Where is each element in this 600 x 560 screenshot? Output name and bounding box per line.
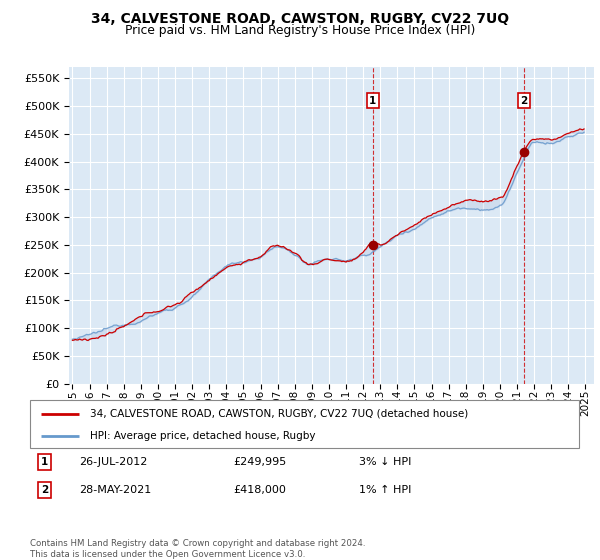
Text: 1% ↑ HPI: 1% ↑ HPI <box>359 485 412 495</box>
Text: 34, CALVESTONE ROAD, CAWSTON, RUGBY, CV22 7UQ: 34, CALVESTONE ROAD, CAWSTON, RUGBY, CV2… <box>91 12 509 26</box>
Text: 2: 2 <box>41 485 48 495</box>
Text: 1: 1 <box>369 96 377 105</box>
Text: 3% ↓ HPI: 3% ↓ HPI <box>359 457 412 467</box>
Text: Contains HM Land Registry data © Crown copyright and database right 2024.
This d: Contains HM Land Registry data © Crown c… <box>30 539 365 559</box>
Text: 28-MAY-2021: 28-MAY-2021 <box>79 485 152 495</box>
FancyBboxPatch shape <box>30 400 579 448</box>
Text: 34, CALVESTONE ROAD, CAWSTON, RUGBY, CV22 7UQ (detached house): 34, CALVESTONE ROAD, CAWSTON, RUGBY, CV2… <box>91 409 469 419</box>
Text: Price paid vs. HM Land Registry's House Price Index (HPI): Price paid vs. HM Land Registry's House … <box>125 24 475 36</box>
Text: 2: 2 <box>520 96 527 105</box>
Text: £249,995: £249,995 <box>233 457 286 467</box>
Text: £418,000: £418,000 <box>233 485 286 495</box>
Text: HPI: Average price, detached house, Rugby: HPI: Average price, detached house, Rugb… <box>91 431 316 441</box>
Text: 1: 1 <box>41 457 48 467</box>
Text: 26-JUL-2012: 26-JUL-2012 <box>79 457 148 467</box>
